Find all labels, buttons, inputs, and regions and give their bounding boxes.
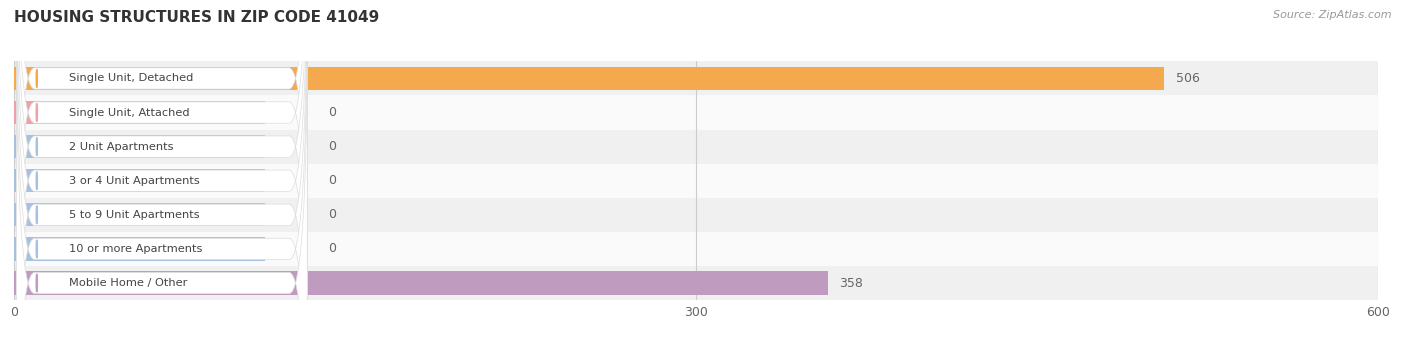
Bar bbox=[14, 271, 828, 295]
Text: 0: 0 bbox=[328, 106, 336, 119]
Bar bbox=[14, 135, 266, 158]
Text: 5 to 9 Unit Apartments: 5 to 9 Unit Apartments bbox=[69, 210, 200, 220]
Text: Single Unit, Detached: Single Unit, Detached bbox=[69, 73, 193, 84]
FancyBboxPatch shape bbox=[17, 0, 308, 341]
Text: Mobile Home / Other: Mobile Home / Other bbox=[69, 278, 187, 288]
Bar bbox=[14, 169, 266, 192]
Bar bbox=[14, 67, 1164, 90]
Bar bbox=[14, 130, 1378, 164]
Text: 358: 358 bbox=[839, 277, 863, 290]
Text: 0: 0 bbox=[328, 242, 336, 255]
Bar bbox=[14, 95, 1378, 130]
Text: 506: 506 bbox=[1175, 72, 1199, 85]
FancyBboxPatch shape bbox=[17, 21, 308, 341]
Text: HOUSING STRUCTURES IN ZIP CODE 41049: HOUSING STRUCTURES IN ZIP CODE 41049 bbox=[14, 10, 380, 25]
Bar bbox=[14, 203, 266, 226]
Text: 0: 0 bbox=[328, 140, 336, 153]
Bar bbox=[14, 61, 1378, 95]
Text: 10 or more Apartments: 10 or more Apartments bbox=[69, 244, 202, 254]
Bar bbox=[14, 232, 1378, 266]
Bar bbox=[14, 198, 1378, 232]
FancyBboxPatch shape bbox=[17, 0, 308, 341]
Bar bbox=[14, 101, 266, 124]
Text: 0: 0 bbox=[328, 208, 336, 221]
Bar bbox=[14, 164, 1378, 198]
Text: 0: 0 bbox=[328, 174, 336, 187]
Text: Single Unit, Attached: Single Unit, Attached bbox=[69, 107, 190, 118]
Text: Source: ZipAtlas.com: Source: ZipAtlas.com bbox=[1274, 10, 1392, 20]
FancyBboxPatch shape bbox=[17, 0, 308, 341]
Bar bbox=[14, 237, 266, 261]
FancyBboxPatch shape bbox=[17, 0, 308, 341]
Text: 3 or 4 Unit Apartments: 3 or 4 Unit Apartments bbox=[69, 176, 200, 186]
Text: 2 Unit Apartments: 2 Unit Apartments bbox=[69, 142, 173, 152]
FancyBboxPatch shape bbox=[17, 0, 308, 341]
Bar bbox=[14, 266, 1378, 300]
FancyBboxPatch shape bbox=[17, 0, 308, 341]
